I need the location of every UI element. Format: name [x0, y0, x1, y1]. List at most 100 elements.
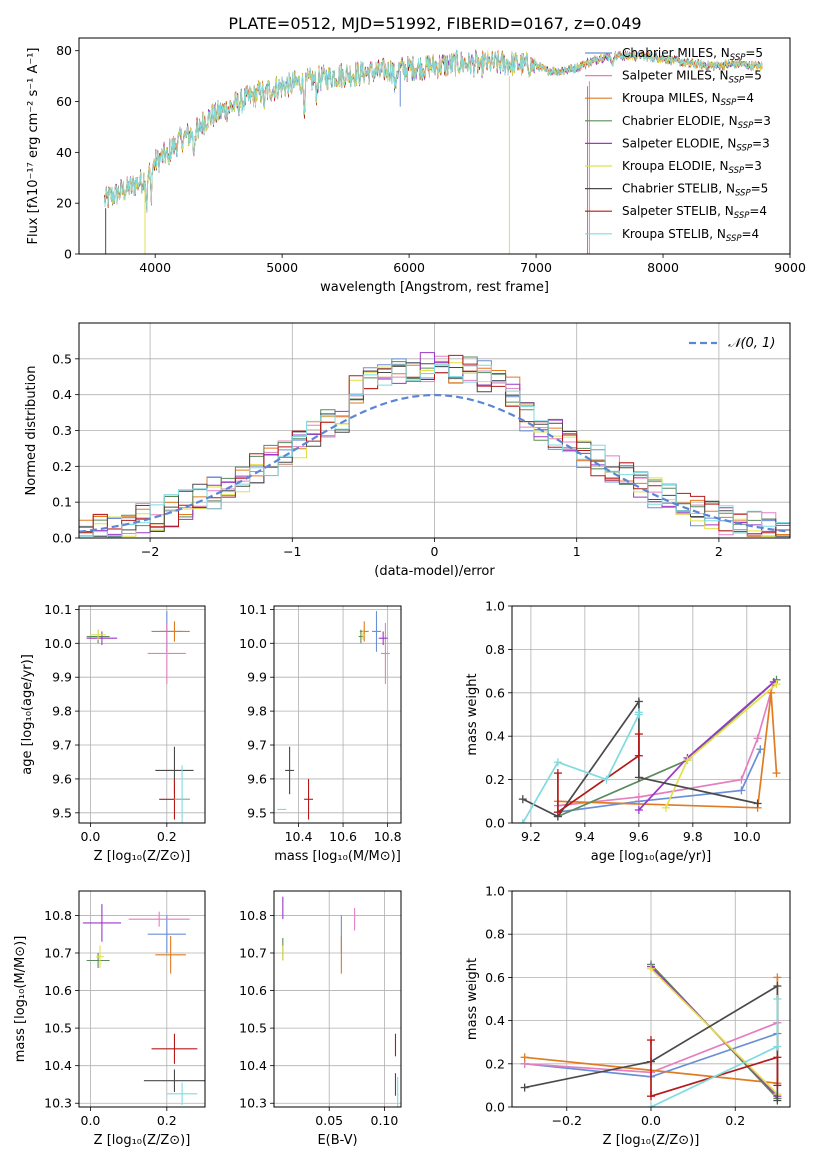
- x-axis-label: Z [log₁₀(Z/Z⊙)]: [94, 1133, 191, 1148]
- x-tick-label: 5000: [266, 260, 298, 275]
- legend-count: =4: [749, 204, 767, 218]
- legend-label: Salpeter MILES, N: [622, 69, 729, 83]
- plot-area: [277, 611, 390, 820]
- data-point: [174, 765, 190, 823]
- axes-frame: [273, 605, 402, 824]
- y-tick-label: 10.6: [44, 983, 72, 998]
- y-tick-label: 1.0: [485, 884, 505, 899]
- series-marker: [647, 964, 655, 973]
- y-tick-label: 10.1: [239, 602, 267, 617]
- y-tick-label: 0.2: [485, 772, 505, 787]
- legend-entry: Salpeter STELIB, NSSP=4: [622, 204, 767, 221]
- x-tick-label: 8000: [647, 260, 679, 275]
- x-tick-label: 0.0: [641, 1113, 661, 1128]
- grid: [274, 891, 401, 1107]
- plot-area: [82, 904, 205, 1106]
- data-point: [86, 631, 118, 645]
- x-axis-label: Z [log₁₀(Z/Z⊙)]: [603, 1133, 700, 1148]
- panel-mass-age: 10.4 10.6 10.8 9.5 9.6 9.7 9.8 9.9 10.0 10.1 mass …: [239, 602, 401, 864]
- series-marker: [520, 1083, 529, 1092]
- legend-count: =4: [736, 91, 754, 105]
- plot-area: [86, 611, 194, 823]
- series-marker: [647, 1036, 655, 1045]
- data-point: [128, 911, 190, 927]
- y-axis-label: Flux [fλ10⁻¹⁷ erg cm⁻² s⁻¹ A⁻¹]: [26, 48, 41, 245]
- legend-entry: Chabrier ELODIE, NSSP=3: [622, 114, 771, 131]
- data-point: [304, 778, 313, 820]
- x-axis-label: age [log₁₀(age/yr)]: [591, 849, 712, 864]
- panel-spectrum: 4000 5000 6000 7000 8000 9000 0 20 40 60 80 wavelen…: [26, 37, 806, 295]
- y-tick-label: 10.0: [44, 636, 72, 651]
- x-axis-label: E(B-V): [317, 1133, 357, 1148]
- y-tick-label: 9.9: [247, 670, 267, 685]
- series-marker: [772, 769, 781, 778]
- y-tick-label: 9.8: [247, 704, 267, 719]
- y-axis-label: mass [log₁₀(M/M⊙)]: [13, 936, 28, 1063]
- data-point: [285, 746, 295, 795]
- series-marker: [773, 1081, 782, 1090]
- axes-frame: [78, 890, 206, 1108]
- y-tick-label: 10.6: [239, 983, 267, 998]
- series-marker: [647, 1103, 655, 1107]
- series-marker: [756, 745, 765, 754]
- y-axis-label: Normed distribution: [24, 366, 39, 496]
- x-tick-label: −1: [283, 544, 301, 559]
- x-tick-label: 0: [431, 544, 439, 559]
- panels: 4000 5000 6000 7000 8000 9000020406080wavelen…: [13, 37, 806, 1148]
- axes-frame: [511, 605, 791, 824]
- legend-entry: Chabrier STELIB, NSSP=5: [622, 182, 768, 199]
- y-tick-label: 10.5: [44, 1021, 72, 1036]
- legend-entry: Chabrier MILES, NSSP=5: [622, 46, 763, 63]
- series-marker: [518, 819, 527, 823]
- series-line: [557, 692, 778, 809]
- series-marker: [520, 1053, 529, 1062]
- legend-count: =5: [751, 182, 769, 196]
- data-point: [360, 629, 366, 640]
- plot-area: [518, 675, 781, 823]
- legend-subscript: SSP: [738, 121, 754, 131]
- series-line: [557, 748, 762, 813]
- plot-area: [282, 896, 399, 1107]
- plot-area: [520, 960, 782, 1107]
- legend-subscript: SSP: [730, 53, 746, 63]
- x-tick-label: 0.0: [81, 829, 101, 844]
- legend-subscript: SSP: [736, 143, 752, 153]
- y-tick-label: 10.7: [44, 945, 72, 960]
- x-tick-label: 9.2: [521, 829, 541, 844]
- legend-label: Salpeter ELODIE, N: [622, 136, 736, 150]
- y-tick-label: 60: [56, 94, 72, 109]
- y-tick-label: 9.6: [52, 771, 72, 786]
- series-marker: [773, 995, 782, 1003]
- axes-frame: [78, 322, 791, 539]
- series-marker: [773, 1042, 782, 1051]
- figure-title: PLATE=0512, MJD=51992, FIBERID=0167, z=0…: [228, 14, 641, 33]
- legend-subscript: SSP: [729, 76, 745, 86]
- series-marker: [772, 680, 781, 689]
- plot-area: [79, 352, 790, 538]
- series-marker: [602, 775, 611, 784]
- x-tick-label: 2: [715, 544, 723, 559]
- series-marker: [773, 1053, 782, 1062]
- legend-entry: Salpeter MILES, NSSP=5: [622, 69, 762, 86]
- y-tick-label: 10.3: [44, 1096, 72, 1111]
- legend-count: =5: [745, 46, 763, 60]
- x-tick-label: 0.05: [315, 1113, 343, 1128]
- y-tick-label: 0.8: [485, 642, 505, 657]
- y-tick-label: 9.8: [52, 704, 72, 719]
- data-point: [96, 945, 104, 969]
- y-tick-label: 0.2: [485, 1056, 505, 1071]
- y-tick-label: 0.6: [485, 685, 505, 700]
- x-tick-label: 6000: [393, 260, 425, 275]
- x-tick-label: 7000: [520, 260, 552, 275]
- legend-label: Chabrier ELODIE, N: [622, 114, 738, 128]
- plot-area: [104, 49, 763, 254]
- series-marker: [753, 734, 762, 743]
- data-point: [82, 904, 121, 942]
- legend-entry: Kroupa MILES, NSSP=4: [622, 91, 754, 108]
- legend-entry: 𝒩(0, 1): [728, 336, 775, 351]
- grid: [274, 606, 401, 823]
- series-marker: [634, 730, 643, 739]
- panel-ebv-mass: 0.05 0.10 10.3 10.4 10.5 10.6 10.7 10.8 E(B-V): [239, 890, 402, 1148]
- series-marker: [737, 775, 746, 784]
- histogram-step-line: [79, 363, 790, 538]
